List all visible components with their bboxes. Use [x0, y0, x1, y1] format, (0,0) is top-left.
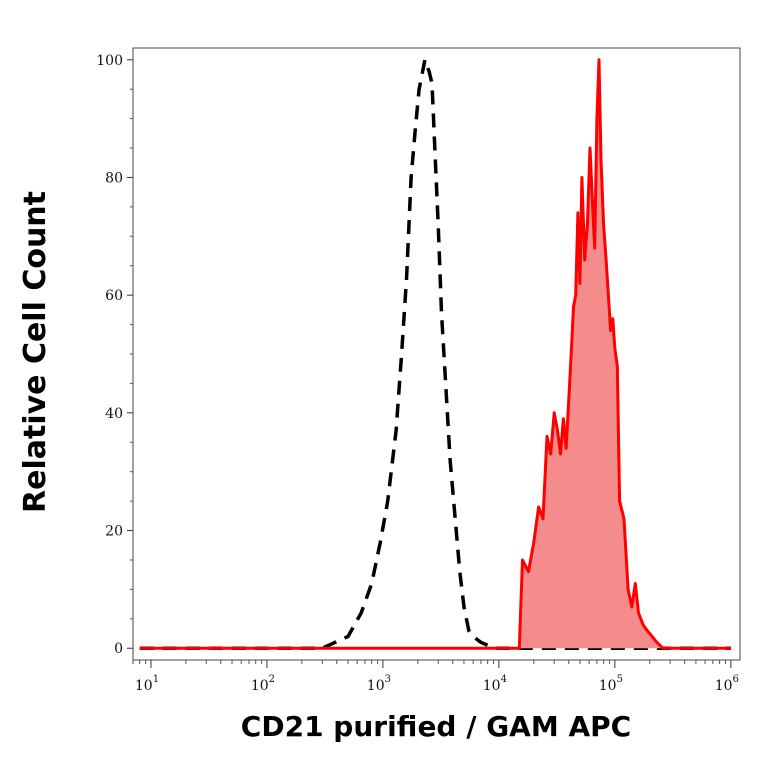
- y-tick-label: 100: [96, 53, 123, 69]
- x-tick-label: 103: [367, 674, 391, 694]
- y-tick-label: 0: [114, 641, 123, 657]
- x-tick-label: 105: [599, 674, 623, 694]
- series-1-fill: [139, 59, 731, 649]
- x-tick-label: 104: [483, 674, 507, 694]
- y-tick-label: 60: [105, 288, 123, 304]
- y-tick-label: 80: [105, 170, 123, 186]
- plot-frame: [132, 47, 741, 661]
- series-1-line: [139, 58, 731, 650]
- x-tick-label: 106: [715, 674, 739, 694]
- x-axis-title: CD21 purified / GAM APC: [241, 710, 631, 743]
- y-tick-label: 20: [105, 524, 123, 540]
- x-tick-label: 101: [135, 674, 159, 694]
- series-0-line: [139, 58, 731, 650]
- y-axis-title: Relative Cell Count: [18, 191, 53, 513]
- y-tick-label: 40: [105, 406, 123, 422]
- x-tick-label: 102: [251, 674, 275, 694]
